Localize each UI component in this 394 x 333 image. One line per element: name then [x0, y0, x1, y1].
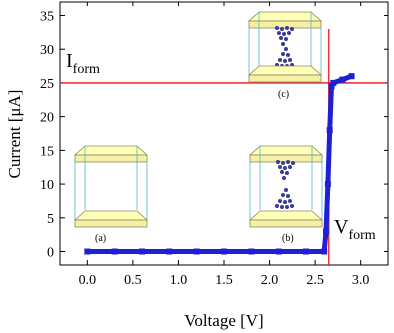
y-tick-label: 35 — [40, 9, 54, 24]
y-tick-label: 15 — [40, 144, 54, 159]
y-tick-label: 20 — [40, 111, 54, 126]
device-inset-a: (a) — [73, 145, 149, 244]
data-point — [166, 248, 173, 255]
y-tick-label: 0 — [47, 246, 54, 261]
data-point — [303, 248, 309, 255]
x-tick-label: 2.5 — [306, 273, 324, 288]
data-point — [84, 248, 91, 255]
data-point — [111, 248, 118, 255]
iv-curve-series — [84, 73, 355, 255]
y-tick-label: 30 — [40, 43, 54, 58]
iform-label-main: I — [66, 50, 73, 72]
x-axis-title: Voltage [V] — [184, 311, 263, 330]
axis-ticks: 0.0 0.5 1.0 1.5 2.0 2.5 3.0 0 5 10 15 20 25 30 35 — [40, 2, 388, 288]
data-point — [348, 73, 355, 80]
data-point — [326, 127, 333, 134]
data-point — [221, 248, 227, 255]
data-point — [323, 228, 330, 235]
data-point — [193, 248, 200, 255]
y-tick-label: 25 — [40, 77, 54, 92]
x-tick-label: 1.5 — [215, 273, 233, 288]
device-inset-b: (b) — [248, 145, 324, 244]
device-inset-c: (c) — [247, 11, 323, 100]
data-point — [275, 248, 282, 255]
y-tick-label: 5 — [47, 212, 54, 227]
y-axis-title: Current [μA] — [5, 90, 24, 179]
iform-label-sub: form — [73, 62, 100, 77]
caption-b: (b) — [282, 233, 294, 244]
filament-dots-c — [275, 26, 294, 68]
iform-label: Iform — [66, 50, 100, 77]
caption-c: (c) — [278, 89, 289, 100]
x-tick-label: 0.5 — [124, 273, 142, 288]
caption-a: (a) — [95, 233, 106, 244]
data-point — [339, 76, 346, 83]
data-point — [330, 79, 337, 86]
vform-label-sub: form — [348, 228, 375, 243]
data-point — [324, 181, 331, 188]
y-tick-label: 10 — [40, 178, 54, 193]
x-tick-label: 2.0 — [261, 273, 279, 288]
x-tick-label: 1.0 — [170, 273, 188, 288]
data-point — [248, 248, 255, 255]
vform-label-main: V — [334, 216, 349, 238]
data-point — [328, 83, 335, 90]
data-point — [139, 248, 145, 255]
x-tick-label: 0.0 — [79, 273, 97, 288]
data-point — [321, 248, 328, 255]
vform-label: Vform — [334, 216, 376, 243]
filament-dots-b — [275, 160, 295, 209]
x-tick-label: 3.0 — [352, 273, 370, 288]
